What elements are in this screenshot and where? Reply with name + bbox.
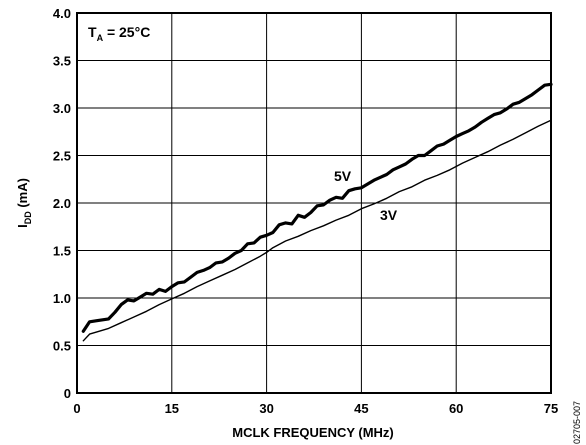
y-axis-title: IDD (mA) xyxy=(15,178,33,228)
y-tick-label: 1.5 xyxy=(53,244,71,259)
series-line-5v xyxy=(81,82,553,333)
y-tick-label: 4.0 xyxy=(53,6,71,21)
x-tick-label: 15 xyxy=(165,401,179,416)
x-tick-label: 45 xyxy=(354,401,368,416)
x-tick-label: 75 xyxy=(544,401,558,416)
series-layer xyxy=(81,82,553,342)
grid xyxy=(77,13,551,393)
series-label-3v: 3V xyxy=(380,207,398,223)
x-tick-label: 60 xyxy=(449,401,463,416)
y-tick-label: 2.0 xyxy=(53,196,71,211)
y-tick-label: 2.5 xyxy=(53,149,71,164)
y-tick-label: 3.5 xyxy=(53,54,71,69)
y-tick-label: 0.5 xyxy=(53,339,71,354)
plot-frame xyxy=(76,12,552,394)
x-axis-title: MCLK FREQUENCY (MHz) xyxy=(232,425,394,440)
x-tick-labels: 0 15 30 45 60 75 xyxy=(73,401,558,416)
figure-id: 02705-007 xyxy=(572,401,582,444)
y-tick-label: 1.0 xyxy=(53,291,71,306)
x-tick-label: 0 xyxy=(73,401,80,416)
y-tick-label: 3.0 xyxy=(53,101,71,116)
x-tick-label: 30 xyxy=(259,401,273,416)
series-line-3v xyxy=(82,119,552,342)
condition-label: TA = 25°C xyxy=(88,24,150,43)
y-tick-label: 0 xyxy=(64,386,71,401)
y-tick-labels: 0 0.5 1.0 1.5 2.0 2.5 3.0 3.5 4.0 xyxy=(53,6,71,401)
series-label-5v: 5V xyxy=(334,168,352,184)
